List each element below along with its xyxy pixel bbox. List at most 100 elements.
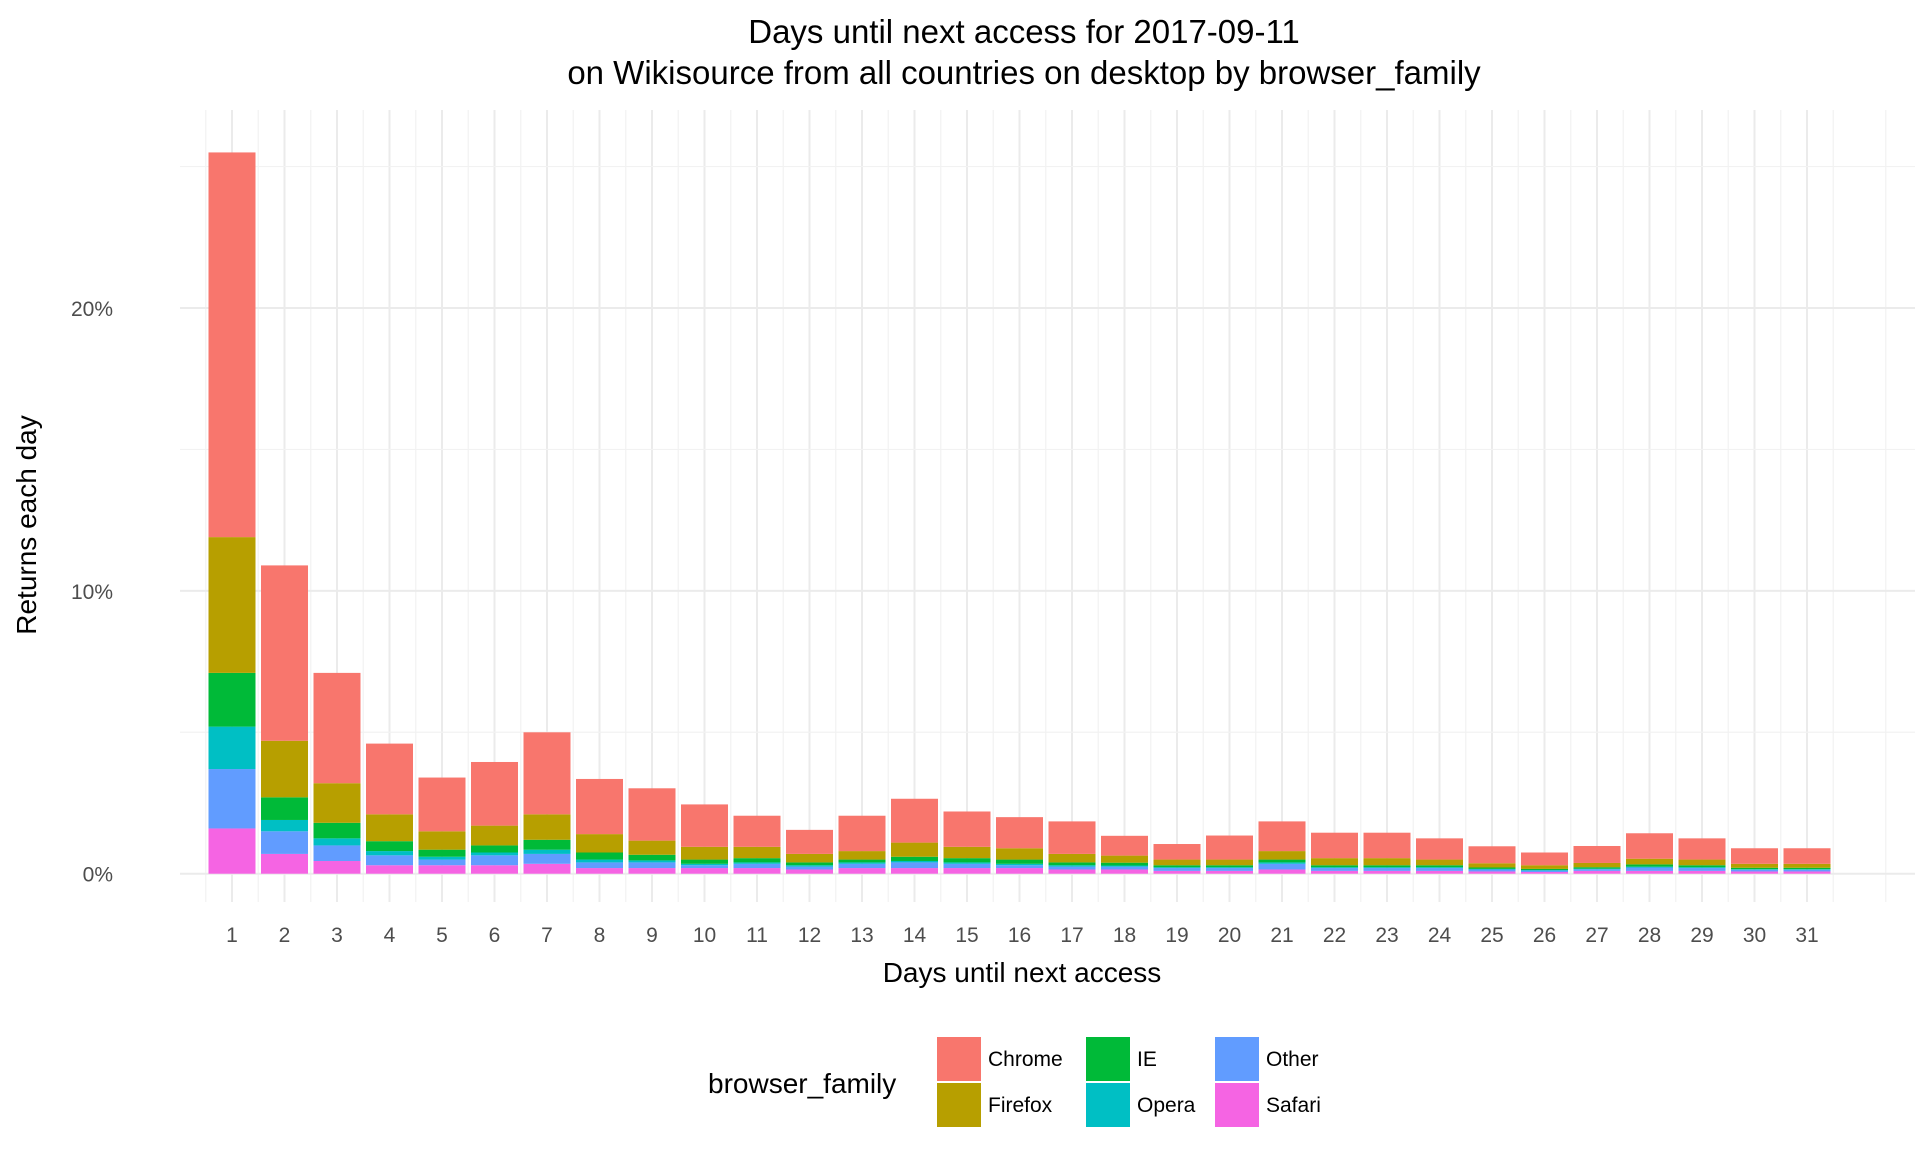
bar-segment-opera-day-7 — [523, 849, 571, 854]
bar-segment-ie-day-7 — [523, 839, 571, 850]
x-tick-label: 12 — [798, 924, 821, 947]
bar-segment-firefox-day-18 — [1101, 855, 1148, 863]
x-tick-label: 2 — [279, 924, 291, 947]
bar-segment-other-day-6 — [471, 855, 518, 866]
bar-segment-firefox-day-9 — [628, 840, 676, 855]
bar-segment-other-day-31 — [1783, 869, 1831, 872]
bar-segment-firefox-day-20 — [1206, 859, 1253, 866]
legend-swatch-ie — [1086, 1037, 1130, 1081]
bar-segment-other-day-11 — [733, 863, 781, 869]
bar-segment-ie-day-13 — [838, 859, 886, 863]
bar-segment-firefox-day-23 — [1363, 858, 1411, 866]
x-tick-label: 20 — [1218, 924, 1241, 947]
x-tick-label: 24 — [1428, 924, 1452, 947]
bar-segment-firefox-day-25 — [1468, 863, 1516, 868]
bar-segment-firefox-day-13 — [838, 851, 886, 860]
legend-swatch-other — [1215, 1037, 1259, 1081]
bar-segment-ie-day-20 — [1206, 865, 1253, 868]
bar-segment-safari-day-25 — [1468, 871, 1516, 874]
bar-segment-safari-day-20 — [1206, 870, 1253, 874]
legend-label-other: Other — [1266, 1048, 1319, 1071]
bar-segment-chrome-day-6 — [471, 761, 518, 826]
bar-segment-firefox-day-28 — [1626, 858, 1673, 865]
bar-segment-opera-day-21 — [1258, 862, 1306, 864]
x-tick-label: 3 — [331, 924, 343, 947]
bar-segment-ie-day-29 — [1678, 865, 1726, 868]
bar-segment-chrome-day-22 — [1311, 832, 1358, 859]
bar-segment-other-day-19 — [1153, 868, 1201, 871]
bar-segment-other-day-3 — [313, 845, 361, 861]
bar-segment-safari-day-3 — [313, 860, 361, 874]
bar-segment-chrome-day-28 — [1626, 833, 1673, 859]
bar-segment-chrome-day-26 — [1521, 852, 1568, 866]
bar-segment-safari-day-29 — [1678, 870, 1726, 874]
bar-segment-opera-day-9 — [628, 860, 676, 863]
bar-segment-ie-day-1 — [208, 672, 256, 727]
bar-segment-opera-day-5 — [418, 856, 466, 860]
bar-segment-opera-day-11 — [733, 862, 781, 864]
bar-segment-safari-day-28 — [1626, 870, 1673, 874]
bar-segment-ie-day-3 — [313, 822, 361, 839]
bar-segment-ie-day-12 — [786, 862, 833, 866]
bar-segment-firefox-day-17 — [1048, 853, 1096, 863]
x-tick-label: 31 — [1795, 924, 1818, 947]
bar-segment-chrome-day-21 — [1258, 821, 1306, 852]
bar-segment-ie-day-27 — [1573, 867, 1621, 869]
bar-segment-opera-day-30 — [1731, 869, 1778, 870]
bar-segment-ie-day-5 — [418, 849, 466, 857]
bar-segment-opera-day-24 — [1416, 867, 1463, 869]
bar-segment-ie-day-28 — [1626, 864, 1673, 867]
x-tick-label: 26 — [1533, 924, 1556, 947]
bar-segment-safari-day-15 — [943, 868, 991, 874]
bar-segment-firefox-day-15 — [943, 846, 991, 859]
legend-label-firefox: Firefox — [988, 1094, 1053, 1117]
bar-segment-opera-day-14 — [891, 860, 938, 863]
chart-title-line-1: Days until next access for 2017-09-11 — [748, 13, 1300, 50]
bar-segment-ie-day-11 — [733, 858, 781, 863]
bar-segment-opera-day-26 — [1521, 870, 1568, 871]
bar-segment-chrome-day-17 — [1048, 821, 1096, 854]
bar-segment-other-day-20 — [1206, 868, 1253, 871]
bar-segment-safari-day-22 — [1311, 870, 1358, 874]
bar-segment-ie-day-16 — [996, 859, 1043, 864]
y-axis-ticks: 0% 10% 20% — [71, 298, 113, 887]
x-tick-label: 28 — [1638, 924, 1661, 947]
legend-label-safari: Safari — [1266, 1094, 1321, 1117]
bar-segment-other-day-4 — [366, 855, 413, 866]
bar-segment-safari-day-2 — [261, 853, 308, 874]
bar-segment-opera-day-8 — [576, 859, 623, 863]
bar-segment-other-day-23 — [1363, 868, 1411, 871]
bar-segment-safari-day-6 — [471, 865, 518, 874]
bar-segment-firefox-day-31 — [1783, 863, 1831, 868]
x-tick-label: 7 — [541, 924, 553, 947]
bar-segment-ie-day-19 — [1153, 865, 1201, 868]
bar-segment-chrome-day-27 — [1573, 845, 1621, 863]
x-tick-label: 14 — [903, 924, 927, 947]
bar-segment-other-day-16 — [996, 865, 1043, 869]
bar-segment-safari-day-7 — [523, 863, 571, 874]
bar-segment-ie-day-31 — [1783, 867, 1831, 870]
bar-segment-other-day-1 — [208, 769, 256, 829]
bar-segment-chrome-day-5 — [418, 777, 466, 832]
bar-segment-safari-day-10 — [681, 868, 728, 874]
bar-segment-opera-day-23 — [1363, 867, 1411, 869]
bar-segment-other-day-30 — [1731, 869, 1778, 872]
x-tick-label: 15 — [955, 924, 978, 947]
bar-segment-firefox-day-19 — [1153, 859, 1201, 866]
bar-segment-opera-day-2 — [261, 819, 308, 832]
bar-segment-firefox-day-12 — [786, 853, 833, 863]
x-tick-label: 6 — [489, 924, 501, 947]
bar-segment-ie-day-8 — [576, 852, 623, 860]
bar-segment-chrome-day-20 — [1206, 835, 1253, 860]
legend-label-ie: IE — [1137, 1048, 1157, 1071]
bar-segment-opera-day-18 — [1101, 865, 1148, 867]
bar-segment-chrome-day-16 — [996, 817, 1043, 849]
bar-segment-firefox-day-2 — [261, 740, 308, 798]
x-tick-label: 4 — [384, 924, 396, 947]
x-tick-label: 1 — [226, 924, 238, 947]
bar-segment-firefox-day-16 — [996, 848, 1043, 860]
bar-segment-ie-day-6 — [471, 845, 518, 853]
legend-title: browser_family — [708, 1068, 896, 1099]
bar-segment-chrome-day-11 — [733, 815, 781, 847]
bar-segment-chrome-day-15 — [943, 811, 991, 847]
